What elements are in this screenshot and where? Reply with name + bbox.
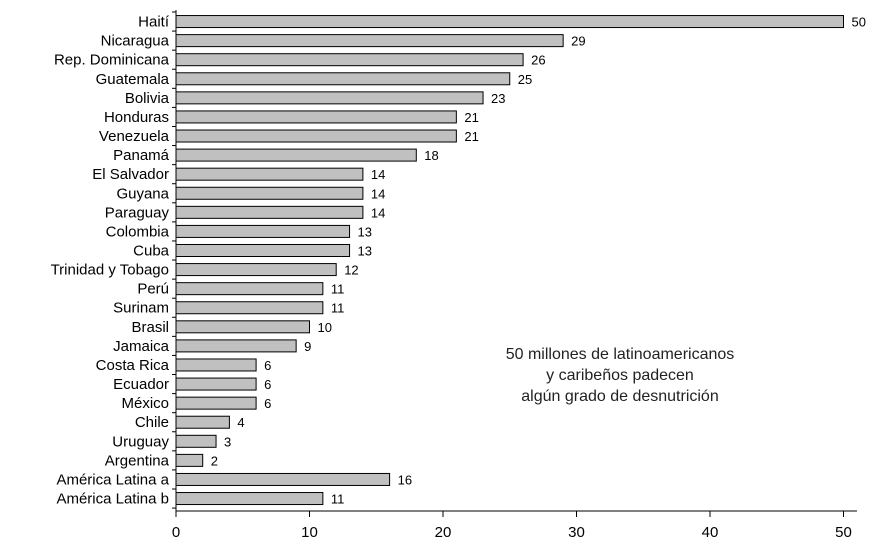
bar [175,453,204,467]
bar [175,358,257,372]
value-label: 11 [331,282,345,297]
bar [175,320,310,334]
category-label: Costa Rica [96,357,170,374]
bar [175,224,351,238]
category-label: Rep. Dominicana [54,52,170,69]
bar [175,205,364,219]
x-tick-label: 0 [172,524,180,541]
category-label: Uruguay [112,433,169,450]
bar [175,91,484,105]
value-label: 13 [358,244,372,259]
x-tick-label: 20 [435,524,452,541]
bar [175,263,337,277]
value-label: 10 [318,320,332,335]
bar [175,129,457,143]
value-label: 29 [571,34,585,49]
value-label: 2 [211,453,218,468]
bar [175,167,364,181]
category-label: Trinidad y Tobago [51,262,169,279]
value-label: 11 [331,301,345,316]
value-label: 6 [264,396,271,411]
value-label: 14 [371,205,385,220]
x-tick-label: 30 [568,524,585,541]
value-label: 21 [464,129,478,144]
bar [175,53,524,67]
category-label: Cuba [133,243,170,260]
category-label: Guatemala [96,71,170,88]
bar [175,110,457,124]
category-label: Colombia [106,223,170,240]
category-label: Perú [137,281,169,298]
value-label: 12 [344,263,358,278]
category-label: Ecuador [113,376,169,393]
category-label: México [121,395,169,412]
category-label: América Latina b [56,491,169,508]
category-label: Nicaragua [101,33,170,50]
category-label: Venezuela [99,128,170,145]
category-label: Paraguay [105,204,170,221]
category-label: Chile [135,414,169,431]
annotation-line-3: algún grado de desnutrición [521,388,719,405]
bar [175,186,364,200]
value-label: 23 [491,91,505,106]
x-tick-label: 40 [702,524,719,541]
bar [175,148,417,162]
annotation-text: 50 millones de latinoamericanos y caribe… [440,344,800,407]
category-label: Surinam [113,300,169,317]
bar [175,72,511,86]
value-label: 21 [464,110,478,125]
bar [175,282,324,296]
bar [175,15,844,29]
x-tick-label: 50 [835,524,852,541]
value-label: 13 [358,224,372,239]
bar [175,301,324,315]
bar [175,434,217,448]
category-label: El Salvador [92,166,169,183]
value-label: 9 [304,339,311,354]
category-label: Jamaica [113,338,170,355]
category-label: Brasil [131,319,169,336]
value-label: 4 [237,415,244,430]
value-label: 16 [398,472,412,487]
annotation-line-1: 50 millones de latinoamericanos [505,346,735,363]
value-label: 6 [264,377,271,392]
bar [175,415,230,429]
value-label: 6 [264,358,271,373]
category-label: América Latina a [56,471,169,488]
bar [175,377,257,391]
x-tick-label: 10 [301,524,318,541]
category-label: Bolivia [125,90,170,107]
category-label: Argentina [105,452,170,469]
bar [175,472,391,486]
bar [175,34,564,48]
category-label: Panamá [113,147,170,164]
value-label: 26 [531,53,545,68]
category-label: Haití [138,14,170,31]
axes: 0 10 20 30 40 50 [172,10,857,541]
value-label: 14 [371,167,385,182]
value-label: 14 [371,186,385,201]
bar [175,339,297,353]
annotation-line-2: y caribeños padecen [546,367,694,384]
value-label: 11 [331,492,345,507]
value-label: 18 [424,148,438,163]
value-label: 25 [518,72,532,87]
bar [175,396,257,410]
value-label: 3 [224,434,231,449]
value-label: 50 [852,15,866,30]
category-label: Guyana [116,185,169,202]
bar [175,492,324,506]
category-label: Honduras [104,109,169,126]
bar [175,244,351,257]
